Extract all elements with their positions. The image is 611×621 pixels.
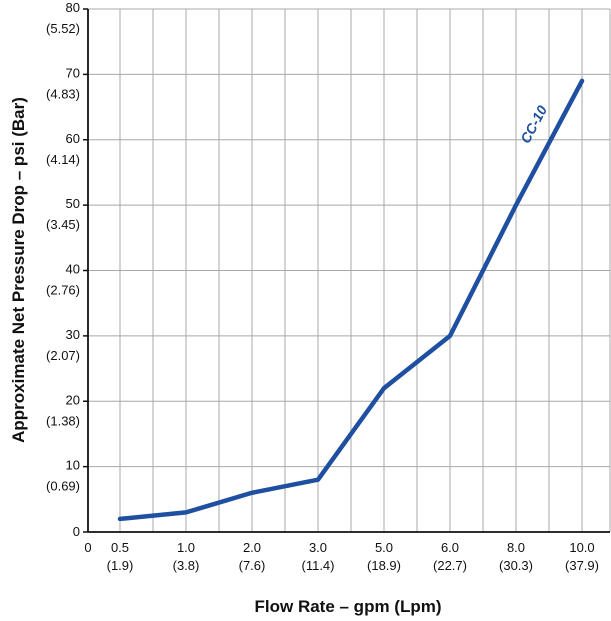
y-tick-label-psi: 20 xyxy=(66,392,80,407)
y-tick-label-bar: (2.07) xyxy=(46,348,80,363)
x-tick-label-gpm: 10.0 xyxy=(569,540,594,555)
x-tick-label-gpm: 6.0 xyxy=(441,540,459,555)
x-tick-label-lpm: (3.8) xyxy=(173,558,200,573)
y-tick-label-psi: 80 xyxy=(66,0,80,15)
x-tick-label-lpm: (22.7) xyxy=(433,558,467,573)
x-tick-label-lpm: (1.9) xyxy=(107,558,134,573)
x-tick-label-lpm: (7.6) xyxy=(239,558,266,573)
y-axis-title: Approximate Net Pressure Drop – psi (Bar… xyxy=(9,97,28,443)
x-tick-label-lpm: (30.3) xyxy=(499,558,533,573)
x-tick-labels: 0 0.5 (1.9) 1.0 (3.8) 2.0 (7.6) 3.0 (11.4) 5.0 (18… xyxy=(84,540,599,573)
y-tick-label-bar: (4.83) xyxy=(46,86,80,101)
x-tick-label-gpm: 3.0 xyxy=(309,540,327,555)
y-tick-label-bar: (0.69) xyxy=(46,479,80,494)
x-tick-label-lpm: (11.4) xyxy=(302,558,335,573)
y-tick-labels: 0 10 (0.69) 20 (1.38) 30 (2.07) 40 (2.76) 50 (3.45… xyxy=(46,0,88,539)
y-tick-label-psi: 70 xyxy=(66,65,80,80)
y-tick-label-bar: (3.45) xyxy=(46,217,80,232)
y-tick-label-bar: (2.76) xyxy=(46,283,80,298)
x-tick-label-gpm: 2.0 xyxy=(243,540,261,555)
y-tick-label-psi: 0 xyxy=(73,524,80,539)
y-tick-label-psi: 40 xyxy=(66,262,80,277)
x-origin-label: 0 xyxy=(84,540,91,555)
x-axis-title: Flow Rate – gpm (Lpm) xyxy=(255,597,442,616)
y-tick-label-psi: 30 xyxy=(66,327,80,342)
y-tick-label-bar: (5.52) xyxy=(46,21,80,36)
x-tick-label-gpm: 5.0 xyxy=(375,540,393,555)
series-line xyxy=(117,78,585,522)
x-tick-label-lpm: (37.9) xyxy=(565,558,599,573)
x-tick-label-lpm: (18.9) xyxy=(367,558,401,573)
y-tick-label-psi: 10 xyxy=(66,458,80,473)
x-tick-label-gpm: 0.5 xyxy=(111,540,129,555)
y-tick-label-bar: (1.38) xyxy=(46,413,80,428)
y-tick-label-psi: 60 xyxy=(66,131,80,146)
y-tick-label-psi: 50 xyxy=(66,196,80,211)
x-tick-label-gpm: 8.0 xyxy=(507,540,525,555)
x-tick-label-gpm: 1.0 xyxy=(177,540,195,555)
y-tick-label-bar: (4.14) xyxy=(46,152,80,167)
grid-lines xyxy=(88,8,611,533)
